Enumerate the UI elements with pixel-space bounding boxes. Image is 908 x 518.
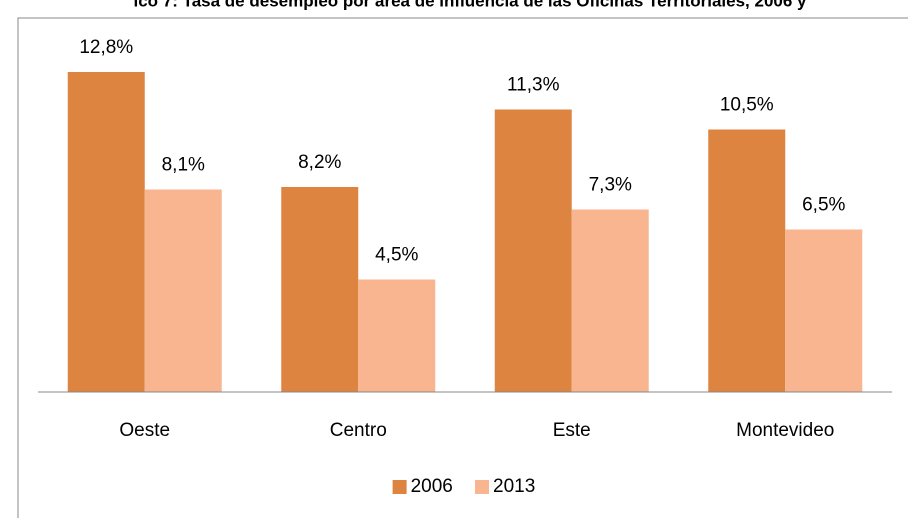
bar xyxy=(571,209,649,392)
bar xyxy=(358,279,436,392)
legend-label: 2013 xyxy=(493,476,535,497)
data-label: 4,5% xyxy=(375,245,418,266)
bar xyxy=(708,129,786,392)
bar xyxy=(494,109,572,392)
x-tick-label: Oeste xyxy=(119,420,170,441)
x-tick-label: Centro xyxy=(330,420,387,441)
legend-swatch xyxy=(392,480,407,494)
data-label: 11,3% xyxy=(507,75,560,96)
data-label: 6,5% xyxy=(802,195,845,216)
x-tick-label: Montevideo xyxy=(736,420,834,441)
chart-title: ico 7: Tasa de desempleo por área de inf… xyxy=(133,0,807,10)
x-tick-label: Este xyxy=(553,420,591,441)
data-label: 7,3% xyxy=(589,175,632,196)
bar xyxy=(67,72,145,392)
data-label: 8,1% xyxy=(162,155,205,176)
bar xyxy=(281,187,359,392)
legend-swatch xyxy=(475,480,489,494)
bar xyxy=(144,189,222,392)
data-label: 10,5% xyxy=(720,95,774,116)
data-label: 12,8% xyxy=(79,37,133,58)
bar xyxy=(785,229,863,392)
data-label: 8,2% xyxy=(298,152,341,173)
legend-label: 2006 xyxy=(411,476,453,497)
